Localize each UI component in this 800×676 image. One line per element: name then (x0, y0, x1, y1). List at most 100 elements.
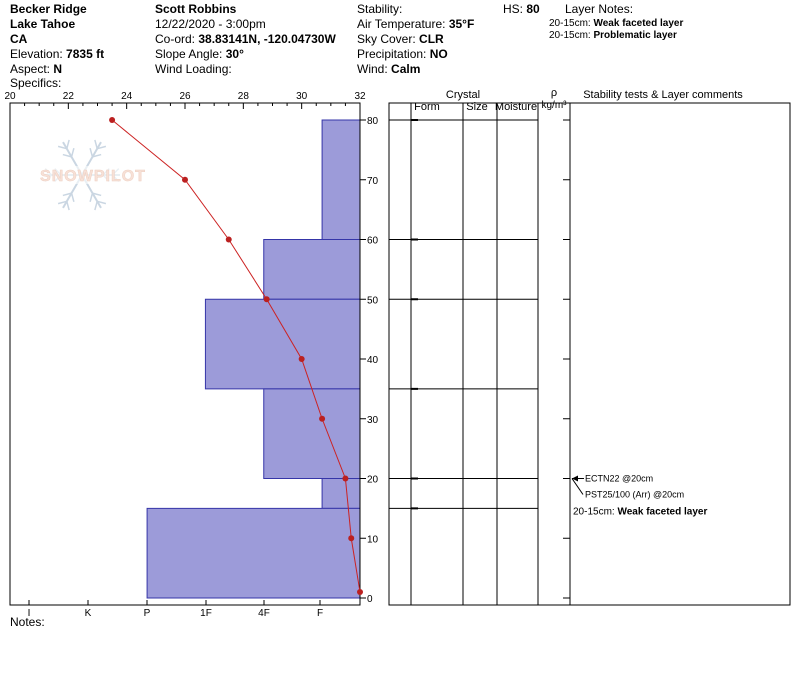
snowflake-branch (111, 168, 120, 176)
layer-note-text: Weak faceted layer (593, 18, 684, 29)
layer-note-2: 20-15cm: Problematic layer (549, 30, 677, 42)
height-tick-label: 40 (367, 355, 379, 366)
hardness-layer-bar (263, 239, 361, 300)
height-tick-label: 0 (367, 594, 373, 605)
hardness-layer-bar (321, 119, 361, 240)
temp-tick-label: 26 (179, 91, 191, 102)
profile-table-frame (388, 102, 791, 606)
height-tick-label: 70 (367, 176, 379, 187)
layer-comment-text: Weak faceted layer (617, 506, 707, 517)
snowflake-branch (57, 145, 67, 150)
temperature-point (357, 589, 363, 596)
height-tick-label: 50 (367, 295, 379, 306)
snowflake-branch (94, 201, 98, 211)
wind-value: Calm (391, 62, 421, 76)
snowflake-arm (62, 174, 83, 209)
height-tick-label: 60 (367, 236, 379, 247)
temp-tick-label: 20 (4, 91, 16, 102)
state-name: CA (10, 32, 28, 46)
snowflake-branch (44, 168, 53, 176)
snowflake-arm (81, 141, 102, 176)
stability-test-label: ECTN22 @20cm (585, 474, 653, 484)
hardness-layer-bar (146, 507, 361, 599)
hardness-tick-label: 1F (200, 608, 212, 619)
temperature-point (225, 236, 232, 243)
hardness-tick-label: P (144, 608, 151, 619)
logo-band (33, 166, 153, 184)
temp-tick-label: 22 (63, 91, 75, 102)
air-temp-label: Air Temperature: (357, 17, 446, 31)
hardness-layer-bar (204, 298, 361, 390)
elevation-row: Elevation: 7835 ft (10, 47, 104, 61)
height-tick-label: 80 (367, 116, 379, 127)
snowflake-branch (102, 168, 110, 176)
sky-value: CLR (419, 32, 444, 46)
snowflake-branch (94, 139, 98, 149)
snowflake-branch (54, 174, 62, 182)
snowflake-branch (54, 168, 62, 176)
temperature-point (298, 356, 305, 362)
snowflake-arm (81, 174, 102, 209)
hardness-tick-label: F (317, 608, 323, 619)
snowflake-branch (89, 192, 94, 202)
snowflake-branch (92, 192, 102, 197)
temperature-point (263, 296, 270, 303)
form-header: Form (414, 101, 440, 113)
layer-comment-depth: 20-15cm: (573, 506, 617, 517)
aspect-row: Aspect: N (10, 62, 62, 76)
layer-note-depth: 20-15cm: (549, 18, 591, 29)
moisture-header: Moisture (495, 101, 537, 113)
temp-tick-label: 24 (121, 91, 133, 102)
temperature-point (182, 176, 188, 183)
snowflake-branch (70, 192, 75, 202)
air-temp-row: Air Temperature: 35°F (357, 17, 474, 31)
aspect-label: Aspect: (10, 62, 51, 76)
notes-label: Notes: (10, 615, 45, 629)
density-header: ρ (551, 87, 557, 99)
size-header: Size (466, 101, 487, 113)
snowpilot-logo: SNOWPILOT (33, 139, 153, 211)
hs-row: HS: 80 (503, 2, 540, 16)
height-tick-label: 20 (367, 475, 379, 486)
snowflake-branch (97, 145, 107, 150)
precip-value: NO (429, 47, 448, 61)
temp-tick-label: 30 (296, 91, 308, 102)
density-unit: kg/m³ (542, 100, 568, 111)
snowflake-branch (102, 174, 110, 182)
temp-tick-label: 32 (354, 91, 366, 102)
layer-notes-title: Layer Notes: (565, 2, 634, 16)
elevation-value: 7835 ft (66, 47, 105, 61)
layer-note-depth: 20-15cm: (549, 30, 591, 41)
observation-datetime: 12/22/2020 - 3:00pm (155, 17, 266, 31)
snowflake-branch (44, 174, 53, 182)
layer-note-text: Problematic layer (593, 30, 677, 41)
height-tick-label: 30 (367, 415, 379, 426)
coord-row: Co-ord: 38.83141N, -120.04730W (155, 32, 336, 46)
coord-label: Co-ord: (155, 32, 196, 46)
height-tick-label: 10 (367, 534, 379, 545)
snowflake-branch (66, 139, 70, 149)
location-name: Becker Ridge (10, 2, 87, 16)
temperature-point (319, 415, 326, 422)
layer-note-1: 20-15cm: Weak faceted layer (549, 18, 683, 30)
temperature-point (348, 535, 355, 542)
sky-row: Sky Cover: CLR (357, 32, 444, 46)
snowflake-branch (97, 200, 107, 205)
stability-test-label: PST25/100 (Arr) @20cm (585, 490, 684, 500)
crystal-header: Crystal (446, 89, 480, 101)
layer-comment: 20-15cm: Weak faceted layer (573, 506, 707, 517)
stability-label: Stability: (357, 2, 403, 16)
hardness-tick-label: 4F (258, 608, 270, 619)
temperature-point (109, 117, 116, 123)
precip-row: Precipitation: NO (357, 47, 448, 61)
stability-comments-header: Stability tests & Layer comments (583, 89, 743, 101)
snowflake-branch (62, 153, 72, 158)
snowflake-branch (66, 201, 70, 211)
wind-loading-label: Wind Loading: (155, 62, 232, 76)
sky-label: Sky Cover: (357, 32, 416, 46)
hs-label: HS: (503, 2, 524, 16)
snowflake-branch (70, 148, 75, 158)
specifics-label: Specifics: (10, 76, 62, 90)
snowflake-branch (92, 153, 102, 158)
